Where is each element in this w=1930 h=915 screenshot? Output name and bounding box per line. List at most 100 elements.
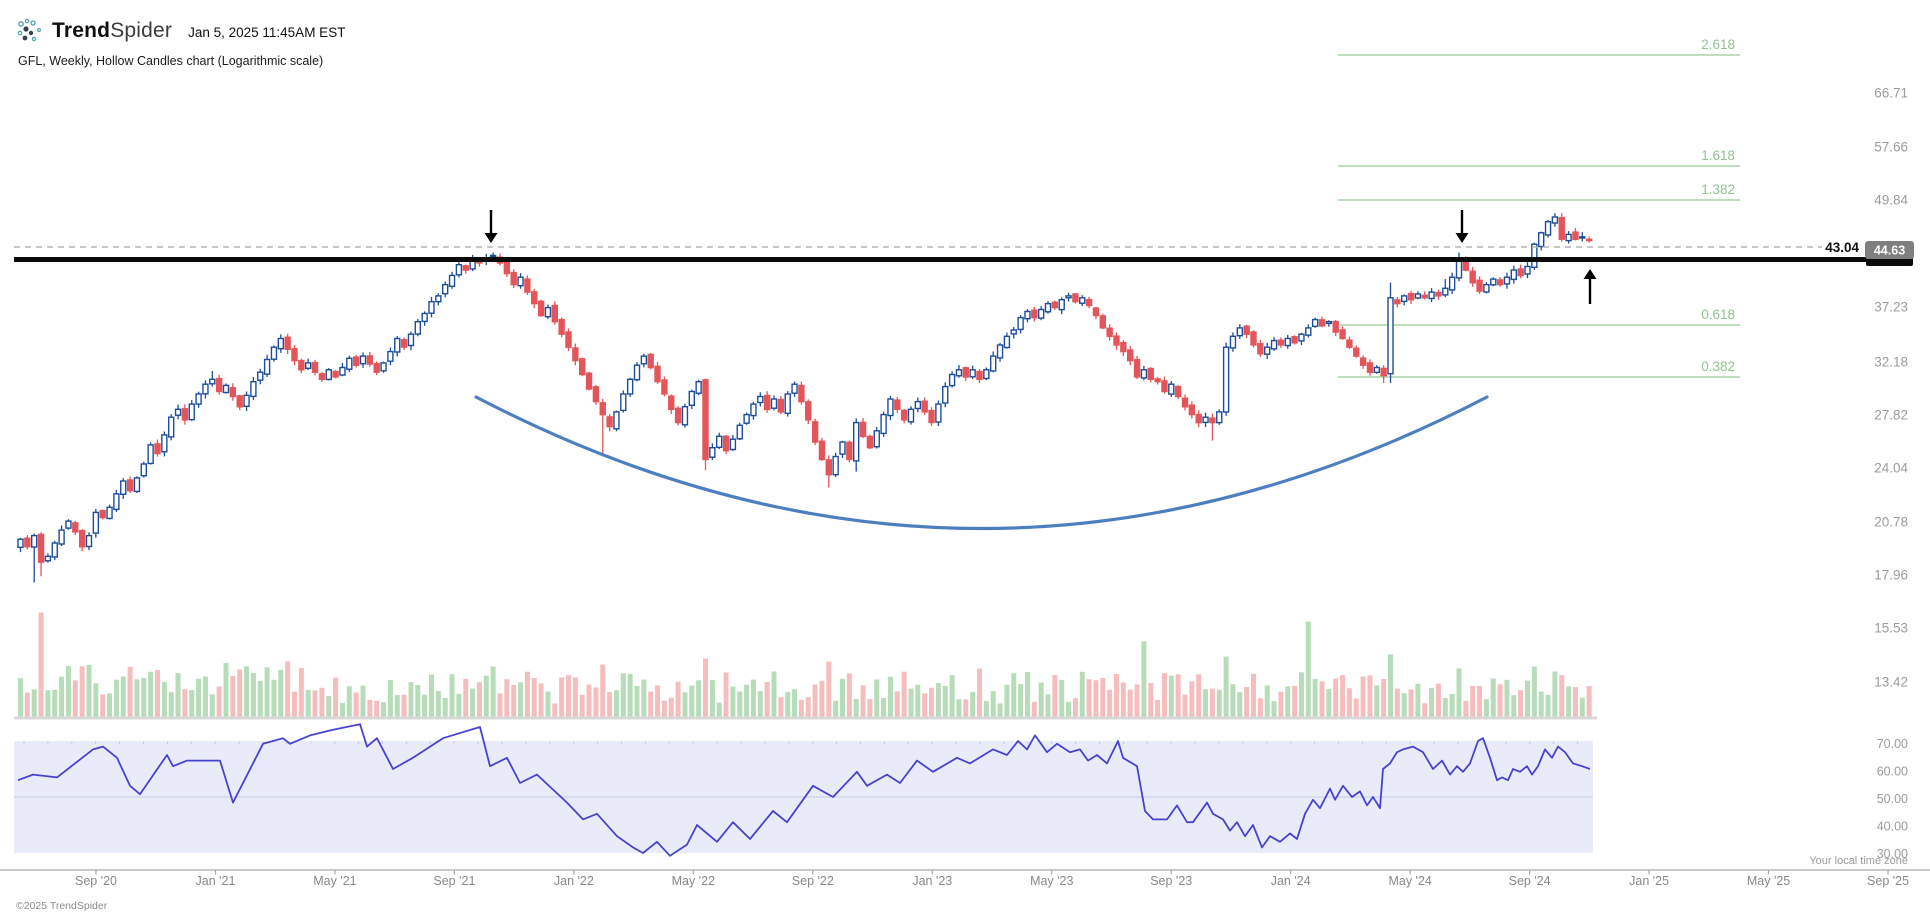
candle <box>1181 397 1189 408</box>
price-axis-label: 57.66 <box>1874 140 1908 155</box>
rsi-axis-label: 60.00 <box>1877 765 1908 779</box>
volume-bar <box>579 694 585 717</box>
volume-bar <box>778 697 784 717</box>
volume-bar <box>846 673 852 717</box>
up-arrow-annotation[interactable] <box>1583 269 1597 304</box>
candle <box>31 534 38 548</box>
candle <box>770 398 778 409</box>
volume-bar <box>723 672 729 717</box>
volume-bar <box>929 687 935 717</box>
candle <box>1079 297 1086 304</box>
volume-bar <box>367 699 373 717</box>
cup-pattern-arc <box>474 395 1489 531</box>
rsi-axis-label: 40.00 <box>1877 820 1908 834</box>
candle <box>1311 318 1319 328</box>
candle <box>1250 331 1257 346</box>
volume-bar <box>1045 694 1051 717</box>
volume-bar <box>887 676 893 717</box>
volume-bar <box>1429 688 1435 717</box>
copyright-note: ©2025 TrendSpider <box>16 900 108 912</box>
fib-label-1.382: 1.382 <box>1701 182 1735 197</box>
candle <box>113 493 120 511</box>
price-axis-label: 13.42 <box>1874 675 1908 690</box>
candle <box>1490 278 1497 286</box>
candle <box>1503 276 1511 285</box>
candle <box>722 435 730 452</box>
candle <box>1222 346 1230 413</box>
candle <box>1428 291 1435 300</box>
candle <box>428 301 435 314</box>
resistance-line[interactable] <box>14 257 1912 262</box>
time-axis-label: Jan '23 <box>912 874 952 888</box>
candle <box>592 386 600 403</box>
volume-bar <box>1504 679 1510 717</box>
candle <box>51 542 58 558</box>
volume-bar <box>264 667 270 717</box>
volume-bar <box>1086 679 1092 717</box>
volume-bar <box>312 690 318 717</box>
candle <box>1229 335 1237 349</box>
candle <box>791 383 798 394</box>
chart-header: TrendSpider Jan 5, 2025 11:45AM EST GFL,… <box>14 16 345 68</box>
candle <box>1332 320 1339 333</box>
candle <box>167 416 175 438</box>
volume-bar <box>675 681 681 717</box>
volume-bar <box>1127 689 1133 717</box>
candle <box>695 381 702 394</box>
volume-bar <box>230 676 236 717</box>
candle <box>942 385 949 404</box>
volume-bar <box>161 681 167 717</box>
volume-bar <box>1141 641 1147 717</box>
volume-bar <box>935 683 941 717</box>
candle <box>825 459 832 476</box>
candle <box>948 373 956 387</box>
candle <box>380 362 387 372</box>
candle <box>311 361 319 373</box>
volume-bar <box>223 662 229 717</box>
down-arrow-annotation[interactable] <box>1455 210 1469 243</box>
volume-bar <box>59 676 65 717</box>
candle <box>1092 307 1100 317</box>
volume-bar <box>449 674 455 717</box>
candle <box>325 369 332 381</box>
volume-bar <box>339 702 345 717</box>
candle <box>414 321 421 335</box>
candle <box>709 447 716 458</box>
candle <box>284 336 291 351</box>
candle <box>24 537 31 548</box>
candle <box>558 318 565 335</box>
candle <box>763 394 771 411</box>
volume-bar <box>572 677 578 717</box>
volume-bar <box>716 702 722 717</box>
candle <box>599 402 606 416</box>
volume-bar <box>1285 686 1291 717</box>
volume-bar <box>1203 689 1209 717</box>
candle <box>1305 327 1312 336</box>
volume-bar <box>1374 685 1380 717</box>
candle <box>579 358 586 376</box>
volume-bar <box>1244 687 1250 717</box>
volume-bar <box>1031 701 1037 717</box>
candle <box>1373 366 1381 374</box>
candle <box>537 300 545 317</box>
volume-bar <box>1449 694 1455 717</box>
volume-bar <box>1388 654 1393 717</box>
candle <box>1298 333 1305 342</box>
price-axis-badges: 44.63 <box>1865 241 1914 266</box>
volume-bar <box>1161 673 1167 717</box>
candle <box>1085 298 1093 307</box>
candle <box>661 379 668 395</box>
chart-subtitle: GFL, Weekly, Hollow Candles chart (Logar… <box>18 54 324 68</box>
volume-bar <box>202 676 208 717</box>
volume-bar <box>429 674 434 717</box>
down-arrow-annotation[interactable] <box>484 210 498 243</box>
candle <box>750 403 757 417</box>
candle <box>1010 329 1017 335</box>
volume-bar <box>1182 694 1188 717</box>
time-axis-label: Jan '21 <box>196 874 236 888</box>
candle <box>585 372 593 390</box>
volume-bar <box>1312 678 1318 717</box>
candle <box>1154 378 1161 383</box>
